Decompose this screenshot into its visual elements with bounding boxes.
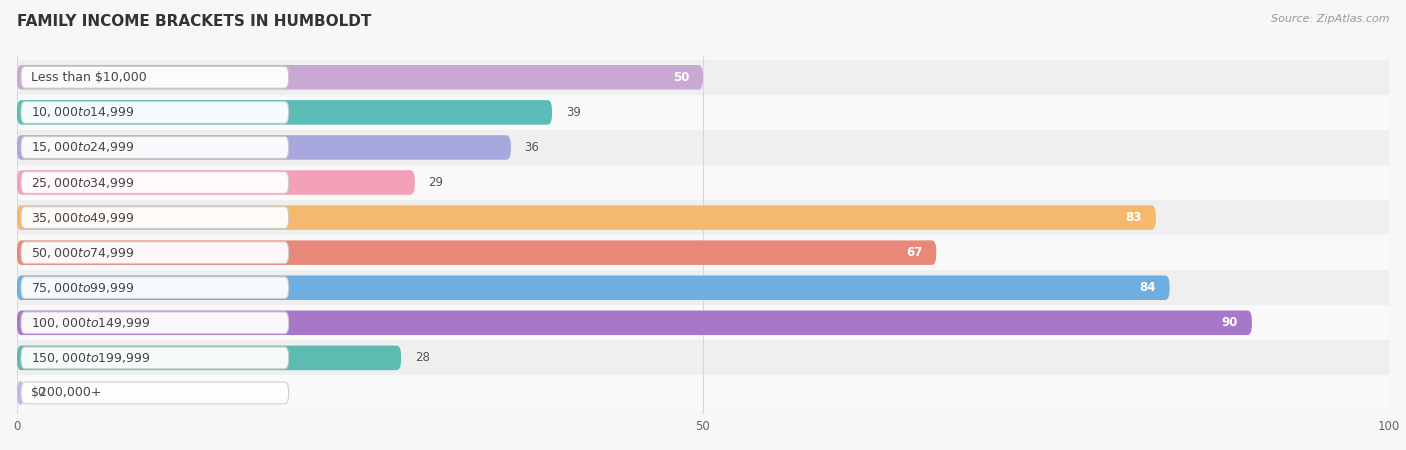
FancyBboxPatch shape [17, 275, 1170, 300]
Text: 29: 29 [429, 176, 443, 189]
Bar [17, 60, 1389, 95]
Text: 67: 67 [907, 246, 922, 259]
FancyBboxPatch shape [17, 240, 936, 265]
Text: 50: 50 [673, 71, 689, 84]
Text: 39: 39 [565, 106, 581, 119]
Text: Less than $10,000: Less than $10,000 [31, 71, 146, 84]
Text: $10,000 to $14,999: $10,000 to $14,999 [31, 105, 134, 119]
Bar [17, 270, 1389, 305]
FancyBboxPatch shape [17, 310, 1251, 335]
FancyBboxPatch shape [21, 171, 288, 193]
FancyBboxPatch shape [21, 207, 288, 229]
Bar [17, 95, 1389, 130]
FancyBboxPatch shape [21, 347, 288, 369]
Bar [17, 130, 1389, 165]
Text: 84: 84 [1139, 281, 1156, 294]
Text: $25,000 to $34,999: $25,000 to $34,999 [31, 176, 134, 189]
FancyBboxPatch shape [21, 312, 288, 334]
Text: $200,000+: $200,000+ [31, 387, 101, 400]
FancyBboxPatch shape [21, 382, 288, 404]
Text: 36: 36 [524, 141, 540, 154]
FancyBboxPatch shape [17, 100, 553, 125]
Text: $100,000 to $149,999: $100,000 to $149,999 [31, 316, 150, 330]
Bar [17, 235, 1389, 270]
Text: FAMILY INCOME BRACKETS IN HUMBOLDT: FAMILY INCOME BRACKETS IN HUMBOLDT [17, 14, 371, 28]
Text: 0: 0 [38, 387, 45, 400]
FancyBboxPatch shape [17, 205, 1156, 230]
FancyBboxPatch shape [17, 65, 703, 90]
FancyBboxPatch shape [21, 242, 288, 264]
FancyBboxPatch shape [21, 136, 288, 158]
FancyBboxPatch shape [21, 67, 288, 88]
FancyBboxPatch shape [21, 277, 288, 299]
Text: $15,000 to $24,999: $15,000 to $24,999 [31, 140, 134, 154]
Text: $75,000 to $99,999: $75,000 to $99,999 [31, 281, 134, 295]
Text: 90: 90 [1222, 316, 1239, 329]
FancyBboxPatch shape [17, 346, 401, 370]
Text: $150,000 to $199,999: $150,000 to $199,999 [31, 351, 150, 365]
FancyBboxPatch shape [21, 102, 288, 123]
Text: $35,000 to $49,999: $35,000 to $49,999 [31, 211, 134, 225]
FancyBboxPatch shape [17, 381, 24, 405]
Bar [17, 340, 1389, 375]
Bar [17, 200, 1389, 235]
Text: 28: 28 [415, 351, 430, 364]
Text: $50,000 to $74,999: $50,000 to $74,999 [31, 246, 134, 260]
Text: 83: 83 [1126, 211, 1142, 224]
Bar [17, 305, 1389, 340]
Bar [17, 375, 1389, 410]
Bar [17, 165, 1389, 200]
FancyBboxPatch shape [17, 170, 415, 195]
Text: Source: ZipAtlas.com: Source: ZipAtlas.com [1271, 14, 1389, 23]
FancyBboxPatch shape [17, 135, 510, 160]
